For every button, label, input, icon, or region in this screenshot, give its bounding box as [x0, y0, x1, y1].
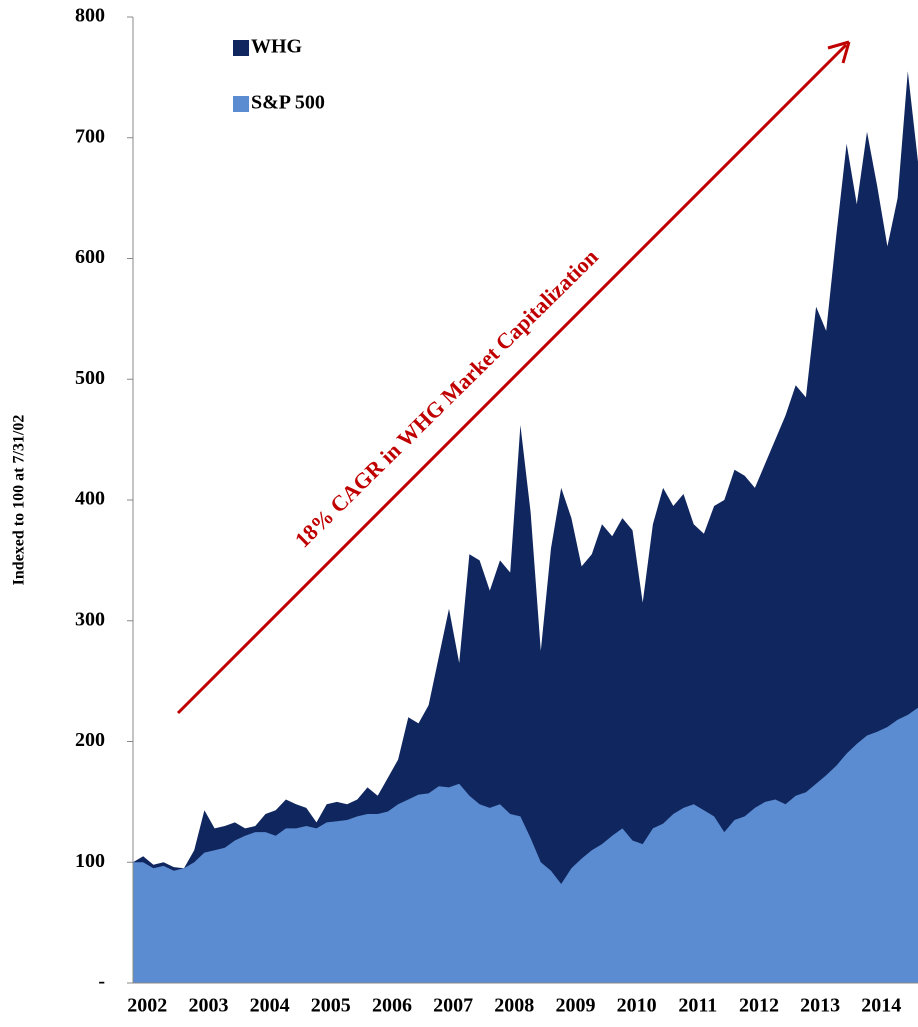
area — [133, 71, 918, 984]
legend-label: S&P 500 — [251, 92, 325, 114]
legend-label: WHG — [251, 36, 303, 58]
x-tick-label: 2006 — [372, 995, 412, 1017]
x-tick-label: 2003 — [188, 995, 228, 1017]
y-axis-label: Indexed to 100 at 7/31/02 — [11, 415, 28, 586]
x-tick-label: 2007 — [433, 995, 473, 1017]
x-tick-label: 2008 — [494, 995, 534, 1017]
legend-swatch — [233, 40, 249, 56]
y-tick-label: 200 — [75, 729, 105, 751]
x-tick-label: 2005 — [311, 995, 351, 1017]
x-tick-label: 2010 — [617, 995, 657, 1017]
y-tick-label: 300 — [75, 608, 105, 630]
x-tick-label: 2009 — [555, 995, 595, 1017]
x-tick-label: 2002 — [127, 995, 167, 1017]
annotation: 18% CAGR in WHG Market Capitalization — [290, 244, 603, 552]
y-tick-label: - — [98, 971, 105, 993]
y-tick-label: 600 — [75, 246, 105, 268]
x-tick-label: 2012 — [739, 995, 779, 1017]
x-tick-label: 2004 — [250, 995, 290, 1017]
x-tick-label: 2014 — [861, 995, 901, 1017]
x-tick-label: 2011 — [678, 995, 717, 1017]
arrow-head — [827, 40, 851, 64]
y-tick-label: 700 — [75, 125, 105, 147]
area — [133, 707, 918, 983]
legend-swatch — [233, 96, 249, 112]
arrow-line — [176, 43, 848, 715]
x-tick-label: 2013 — [800, 995, 840, 1017]
y-tick-label: 400 — [75, 488, 105, 510]
y-tick-label: 100 — [75, 850, 105, 872]
y-tick-label: 500 — [75, 367, 105, 389]
y-tick-label: 800 — [75, 5, 105, 27]
